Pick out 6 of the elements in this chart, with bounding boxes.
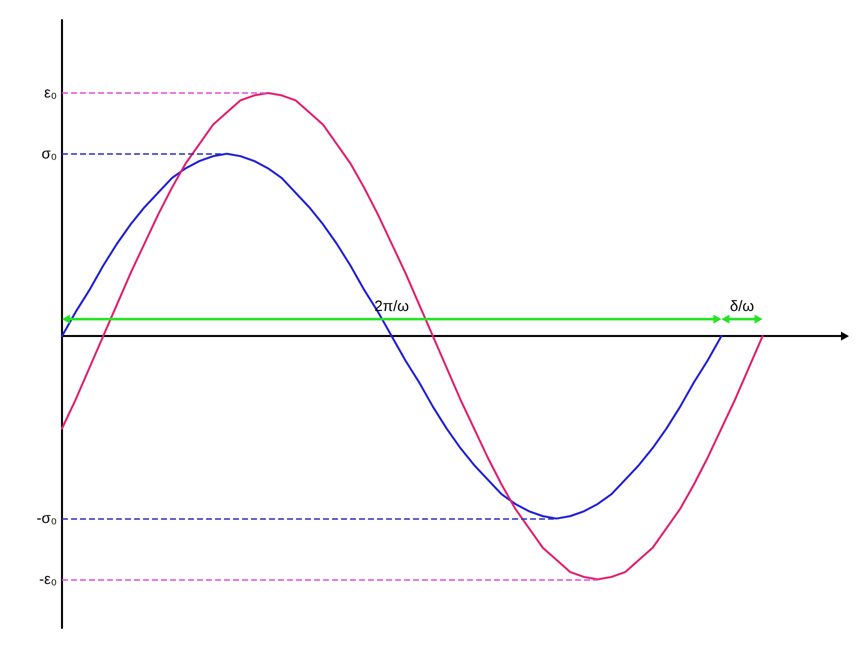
ref-line-label: -ε₀ — [39, 570, 57, 588]
ref-line-label: σ₀ — [42, 145, 57, 162]
annotation: 2π/ω — [374, 298, 410, 316]
ref-line-label: -σ₀ — [36, 510, 57, 528]
annotation: δ/ω — [730, 298, 754, 316]
ref-line-label: ε₀ — [44, 84, 57, 102]
